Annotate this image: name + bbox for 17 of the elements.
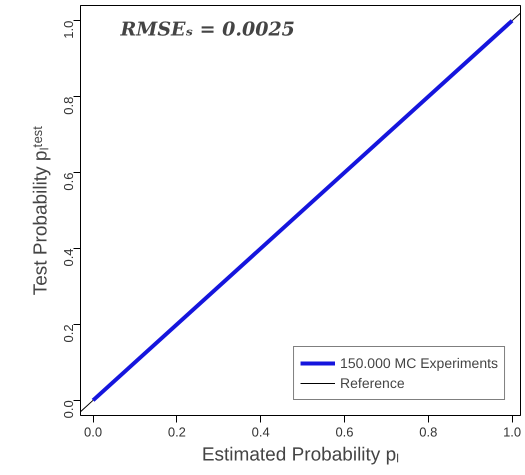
- annotation: RMSEₛ = 0.0025: [120, 18, 295, 40]
- y-tick-label: 0.8: [61, 96, 76, 115]
- x-tick-label: 0.0: [84, 424, 102, 440]
- y-tick-label: 1.0: [61, 20, 76, 39]
- x-tick-label: 0.6: [335, 424, 354, 440]
- y-tick-label: 0.0: [61, 400, 76, 418]
- y-tick-label: 0.4: [61, 248, 76, 267]
- x-tick-label: 0.8: [419, 424, 438, 440]
- y-tick-label: 0.2: [61, 324, 76, 342]
- y-axis-title: Test Probability pₗᵗᵉˢᵗ: [30, 126, 52, 296]
- x-tick-label: 1.0: [503, 424, 522, 440]
- x-tick-label: 0.2: [168, 424, 186, 440]
- legend-label: 150.000 MC Experiments: [340, 355, 498, 371]
- legend-label: Reference: [340, 375, 405, 391]
- x-tick-label: 0.4: [252, 424, 270, 440]
- x-axis-title: Estimated Probability pₗ: [202, 444, 400, 466]
- y-tick-label: 0.6: [61, 172, 76, 191]
